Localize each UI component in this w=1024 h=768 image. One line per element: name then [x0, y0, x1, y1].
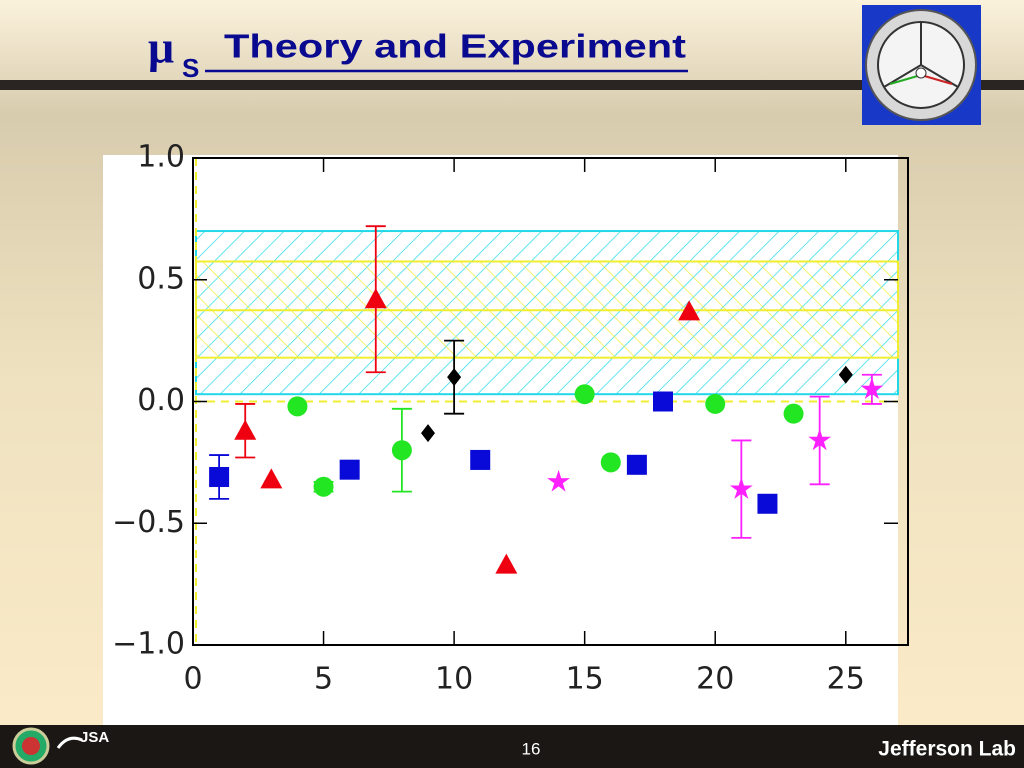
- square-marker: [653, 391, 673, 412]
- circle-marker: [287, 396, 308, 417]
- circle-marker: [783, 403, 804, 424]
- y-tick-label: −0.5: [112, 505, 185, 540]
- y-tick-label: 0.5: [137, 261, 185, 296]
- triangle-marker: [364, 288, 387, 309]
- footer-bar: [0, 725, 1024, 768]
- diamond-marker: [421, 424, 435, 443]
- circle-marker: [391, 440, 412, 461]
- title: Theory and Experiment: [224, 28, 686, 65]
- x-tick-label: 25: [827, 662, 865, 697]
- y-tick-label: 0.0: [137, 383, 185, 418]
- triangle-marker: [260, 468, 283, 489]
- footer-brand: Jefferson Lab: [878, 738, 1016, 761]
- y-tick-label: −1.0: [112, 627, 185, 662]
- square-marker: [470, 449, 491, 470]
- square-marker: [626, 454, 647, 475]
- square-marker: [757, 493, 778, 514]
- y-tick-label: 1.0: [137, 140, 185, 175]
- square-marker: [339, 459, 360, 480]
- circle-marker: [574, 384, 595, 405]
- square-marker: [209, 466, 230, 487]
- star-marker: [860, 377, 884, 399]
- plot: 0 5 10 15 20 25 −1.0 −0.5 0.0 0.5 1.0: [112, 140, 909, 697]
- circle-marker: [705, 393, 726, 414]
- star-marker: [547, 469, 570, 492]
- x-tick-label: 0: [183, 662, 202, 697]
- triangle-marker: [495, 553, 518, 574]
- star-marker: [808, 428, 832, 451]
- triangle-marker: [678, 300, 701, 321]
- circle-marker: [600, 452, 621, 473]
- x-tick-label: 10: [435, 662, 473, 697]
- page-number: 16: [522, 739, 541, 758]
- diamond-marker: [838, 365, 853, 384]
- diamond-marker: [447, 368, 462, 387]
- star-marker: [729, 477, 753, 499]
- jsa-logo-text: JSA: [80, 729, 109, 746]
- title-subscript: S: [182, 53, 199, 83]
- title-symbol: μ: [148, 22, 174, 73]
- x-tick-label: 15: [566, 662, 604, 697]
- triangle-marker: [234, 419, 257, 440]
- circle-marker: [313, 476, 334, 497]
- x-tick-label: 5: [314, 662, 333, 697]
- footer-logos: [12, 727, 83, 765]
- sample-logo: [862, 5, 981, 125]
- x-tick-label: 20: [696, 662, 734, 697]
- header-bar: [0, 80, 1024, 90]
